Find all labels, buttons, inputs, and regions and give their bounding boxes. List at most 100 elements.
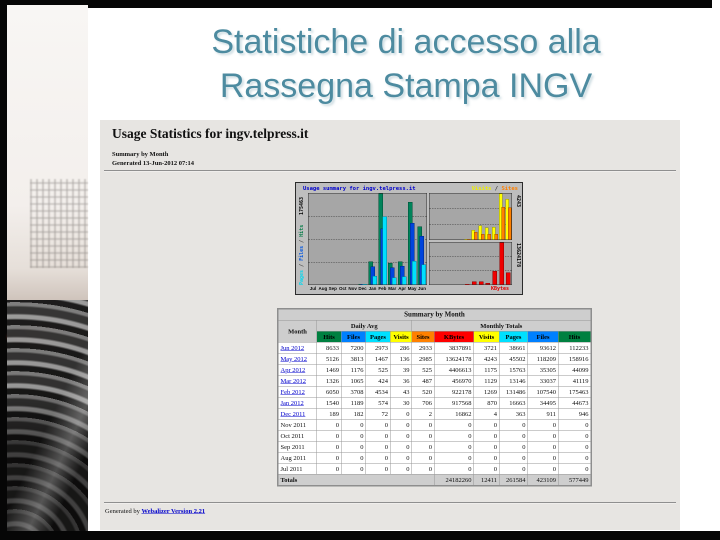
table-row: Jan 2012 1540 1189 574 30 706 917568 870 16663 34… [277,397,592,409]
month-cell: Apr 2012 [277,364,317,376]
value-cell: 3721 [473,342,500,354]
month-link[interactable]: Jun 2012 [280,344,305,352]
bar-files-mar [390,267,395,285]
value-cell: 520 [411,386,435,398]
month-axis-labels: Jul Aug Sep Oct Nov Dec Jan Feb Mar Apr May Jun [308,286,427,291]
month-tick-label: Feb [378,286,387,291]
value-cell: 363 [499,408,528,420]
hits-files-pages-plot [308,193,427,285]
value-cell: 0 [390,441,412,453]
value-cell: 0 [434,441,474,453]
totals-label: Totals [277,474,435,486]
bar-visits-dec [464,239,468,240]
month-link[interactable]: May 2012 [280,355,308,363]
column-header-hits: Hits [558,331,592,343]
bar-sites-jan [474,232,478,240]
column-header-sites: Sites [411,331,435,343]
value-cell: 0 [473,452,500,464]
kbytes-axis-max-label: 13624178 [515,243,522,268]
value-cell: 0 [390,408,412,420]
axis-series-name: Hits [299,224,305,237]
legend-entry: Sites [501,185,518,192]
value-cell: 0 [558,452,592,464]
value-cell: 3708 [341,386,366,398]
horizontal-rule [104,502,676,503]
value-cell: 2 [411,408,435,420]
bar-kbytes-mar [485,283,490,285]
usage-summary-chart: Usage summary for ingv.telpress.it Visit… [295,182,523,295]
column-header-visits: Visits [390,331,412,343]
legend-entry: Visits [471,185,492,192]
bar-pages-dec [362,284,367,285]
value-cell: 286 [390,342,412,354]
value-cell: 922178 [434,386,474,398]
bar-kbytes-jan [472,281,477,285]
bar-pages-may [412,261,417,285]
table-row: Jul 2011 0 0 0 0 0 0 0 0 0 0 [277,463,592,475]
webalizer-page: Usage Statistics for ingv.telpress.it Su… [100,120,680,530]
value-cell: 16862 [434,408,474,420]
separator: / [491,185,502,192]
value-cell: 4243 [473,353,500,365]
month-tick-label: Aug [318,286,328,291]
daily-avg-group-header: Daily Avg [316,320,412,332]
table-row: Oct 2011 0 0 0 0 0 0 0 0 0 0 [277,430,592,442]
left-axis-max-label: 175463 [299,196,305,215]
month-label: Sep 2011 [280,443,305,451]
bar-kbytes-feb [479,281,484,285]
month-link[interactable]: Jan 2012 [280,399,304,407]
column-header-files: Files [527,331,559,343]
value-cell: 1540 [316,397,342,409]
value-cell: 870 [473,397,500,409]
value-cell: 2933 [411,342,435,354]
value-cell: 131486 [499,386,528,398]
month-link[interactable]: Apr 2012 [280,366,306,374]
slide-title: Statistiche di accesso alla Rassegna Sta… [100,20,712,108]
table-row: Jun 2012 8633 7200 2973 286 2933 3837891 3721 38… [277,342,592,354]
month-link[interactable]: Dec 2011 [280,410,306,418]
value-cell: 36 [390,375,412,387]
bar-files-may [410,223,415,285]
page-title: Usage Statistics for ingv.telpress.it [112,126,309,141]
month-tick-label: May [407,286,417,291]
value-cell: 574 [365,397,391,409]
month-link[interactable]: Mar 2012 [280,377,306,385]
column-header-pages: Pages [365,331,391,343]
value-cell: 38661 [499,342,528,354]
table-row: Sep 2011 0 0 0 0 0 0 0 0 0 0 [277,441,592,453]
month-cell: Sep 2011 [277,441,317,453]
total-value-cell: 24182260 [434,474,474,486]
bar-files-jan [370,266,375,285]
value-cell: 0 [499,463,528,475]
value-cell: 43 [390,386,412,398]
value-cell: 0 [316,441,342,453]
value-cell: 0 [341,419,366,431]
value-cell: 0 [473,463,500,475]
value-cell: 911 [527,408,559,420]
gridline [308,261,427,263]
value-cell: 16663 [499,397,528,409]
value-cell: 1326 [316,375,342,387]
value-cell: 13624178 [434,353,474,365]
total-value-cell: 577449 [558,474,592,486]
month-cell: Dec 2011 [277,408,317,420]
kbytes-plot [429,242,512,285]
value-cell: 0 [499,419,528,431]
month-link[interactable]: Feb 2012 [280,388,305,396]
webalizer-version-link[interactable]: Webalizer Version 2.21 [141,507,206,515]
value-cell: 1176 [341,364,366,376]
bar-pages-apr [402,276,407,285]
value-cell: 0 [558,430,592,442]
value-cell: 0 [434,430,474,442]
gridline [429,223,512,225]
footer-prefix: Generated by [105,507,140,515]
value-cell: 424 [365,375,391,387]
value-cell: 0 [527,430,559,442]
value-cell: 0 [434,463,474,475]
value-cell: 0 [411,419,435,431]
value-cell: 41119 [558,375,592,387]
table-row: Apr 2012 1469 1176 525 39 525 4406613 1175 15763… [277,364,592,376]
table-row: Aug 2011 0 0 0 0 0 0 0 0 0 0 [277,452,592,464]
column-header-visits: Visits [473,331,500,343]
value-cell: 158916 [558,353,592,365]
